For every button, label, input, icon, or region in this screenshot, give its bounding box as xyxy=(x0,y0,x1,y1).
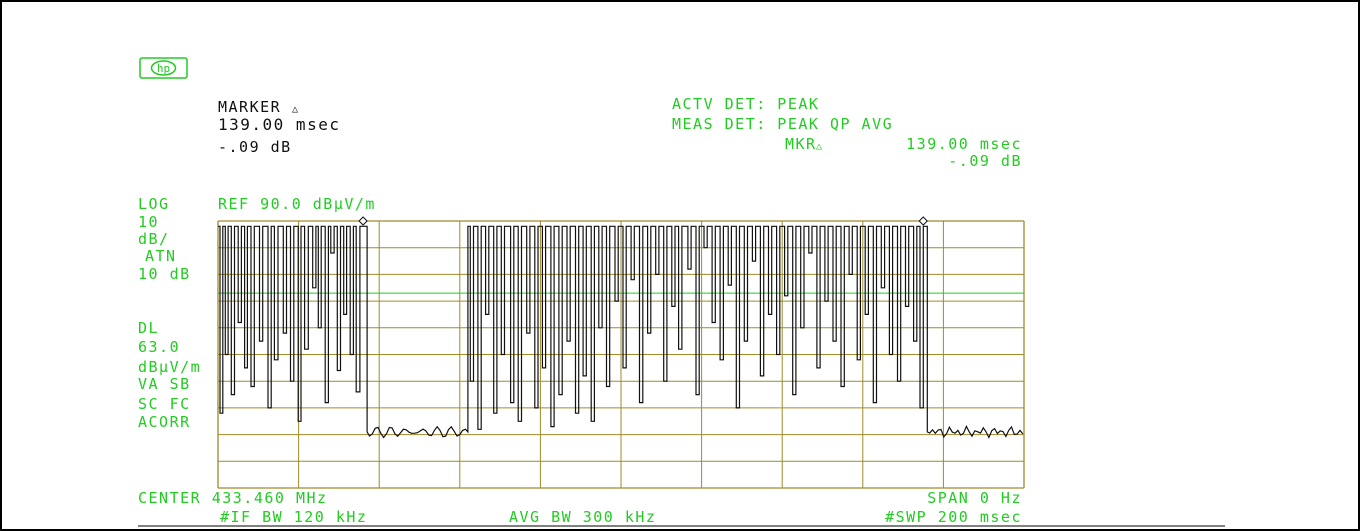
scale-unit: dB/ xyxy=(138,230,170,248)
marker-time: 139.00 msec xyxy=(218,115,340,134)
log-label: LOG xyxy=(138,195,170,213)
measurement-trace xyxy=(218,225,1024,439)
mkr-label: MKR xyxy=(785,135,817,153)
dl-label: DL xyxy=(138,319,159,337)
marker-level: -.09 dB xyxy=(218,138,292,156)
center-frequency: CENTER 433.460 MHz xyxy=(138,489,328,507)
sweep-time: #SWP 200 msec xyxy=(885,508,1022,526)
if-bandwidth: #IF BW 120 kHz xyxy=(220,508,367,526)
meas-det: MEAS DET: PEAK QP AVG xyxy=(672,115,893,133)
trace-layer xyxy=(218,225,1024,439)
acorr-label: ACORR xyxy=(138,413,191,431)
marker-diamond-icon xyxy=(358,216,368,226)
mkr-time: 139.00 msec xyxy=(906,135,1022,153)
va-sb: VA SB xyxy=(138,375,191,393)
sc-fc: SC FC xyxy=(138,395,191,413)
mkr-delta-icon: △ xyxy=(816,141,824,152)
ref-level: REF 90.0 dBµV/m xyxy=(218,195,376,213)
dl-value: 63.0 xyxy=(138,338,180,356)
avg-bandwidth: AVG BW 300 kHz xyxy=(509,508,656,526)
marker-diamond-icon xyxy=(918,216,928,226)
hp-logo-text: hp xyxy=(157,62,170,75)
hp-logo-icon: hp xyxy=(139,57,188,79)
span: SPAN 0 Hz xyxy=(927,489,1022,507)
atn-label: ATN xyxy=(145,247,177,265)
marker-delta-icon: △ xyxy=(292,104,300,115)
marker-title: MARKER xyxy=(218,98,281,116)
dl-unit: dBµV/m xyxy=(138,358,201,376)
marker-layer xyxy=(358,216,928,226)
mkr-level: -.09 dB xyxy=(948,152,1022,170)
graticule xyxy=(217,220,1025,489)
actv-det: ACTV DET: PEAK xyxy=(672,95,819,113)
atn-value: 10 dB xyxy=(138,265,191,283)
scale-value: 10 xyxy=(138,213,159,231)
